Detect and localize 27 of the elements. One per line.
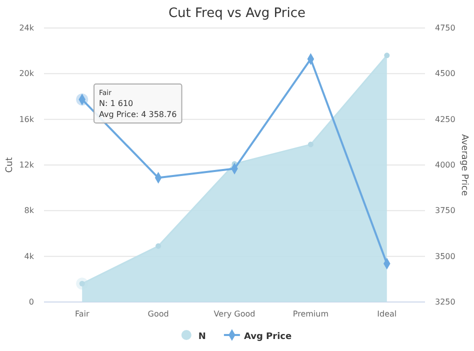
point	[156, 243, 162, 249]
point	[384, 52, 390, 58]
y-tick-label: 12k	[19, 160, 34, 170]
x-tick-label: Fair	[74, 310, 90, 319]
y2-tick-label: 4500	[435, 69, 456, 78]
y-tick-label: 8k	[24, 206, 34, 216]
x-tick-label: Very Good	[214, 310, 256, 319]
y-tick-label: 0	[28, 298, 34, 307]
y-tick-label: 20k	[19, 69, 34, 78]
y-tick-label: 4k	[24, 252, 34, 261]
point	[308, 142, 314, 148]
y2-tick-label: 3250	[435, 298, 456, 307]
y-tick-label: 16k	[19, 114, 34, 124]
x-tick-label: Premium	[292, 310, 329, 319]
legend-label: N	[198, 332, 206, 342]
y2-tick-label: 4000	[435, 160, 456, 170]
chart-title: Cut Freq vs Avg Price	[168, 6, 306, 21]
x-tick-label: Ideal	[377, 310, 397, 319]
y2-tick-label: 3500	[435, 252, 456, 261]
y-axis-title: Cut	[5, 156, 15, 173]
x-tick-label: Good	[148, 310, 169, 319]
y2-axis-title: Average Price	[459, 134, 469, 196]
y-tick-label: 24k	[19, 24, 34, 33]
y2-tick-label: 4250	[435, 114, 456, 124]
legend-label: Avg Price	[244, 332, 292, 342]
y2-tick-label: 3750	[435, 206, 456, 216]
y2-tick-label: 4750	[435, 24, 456, 33]
